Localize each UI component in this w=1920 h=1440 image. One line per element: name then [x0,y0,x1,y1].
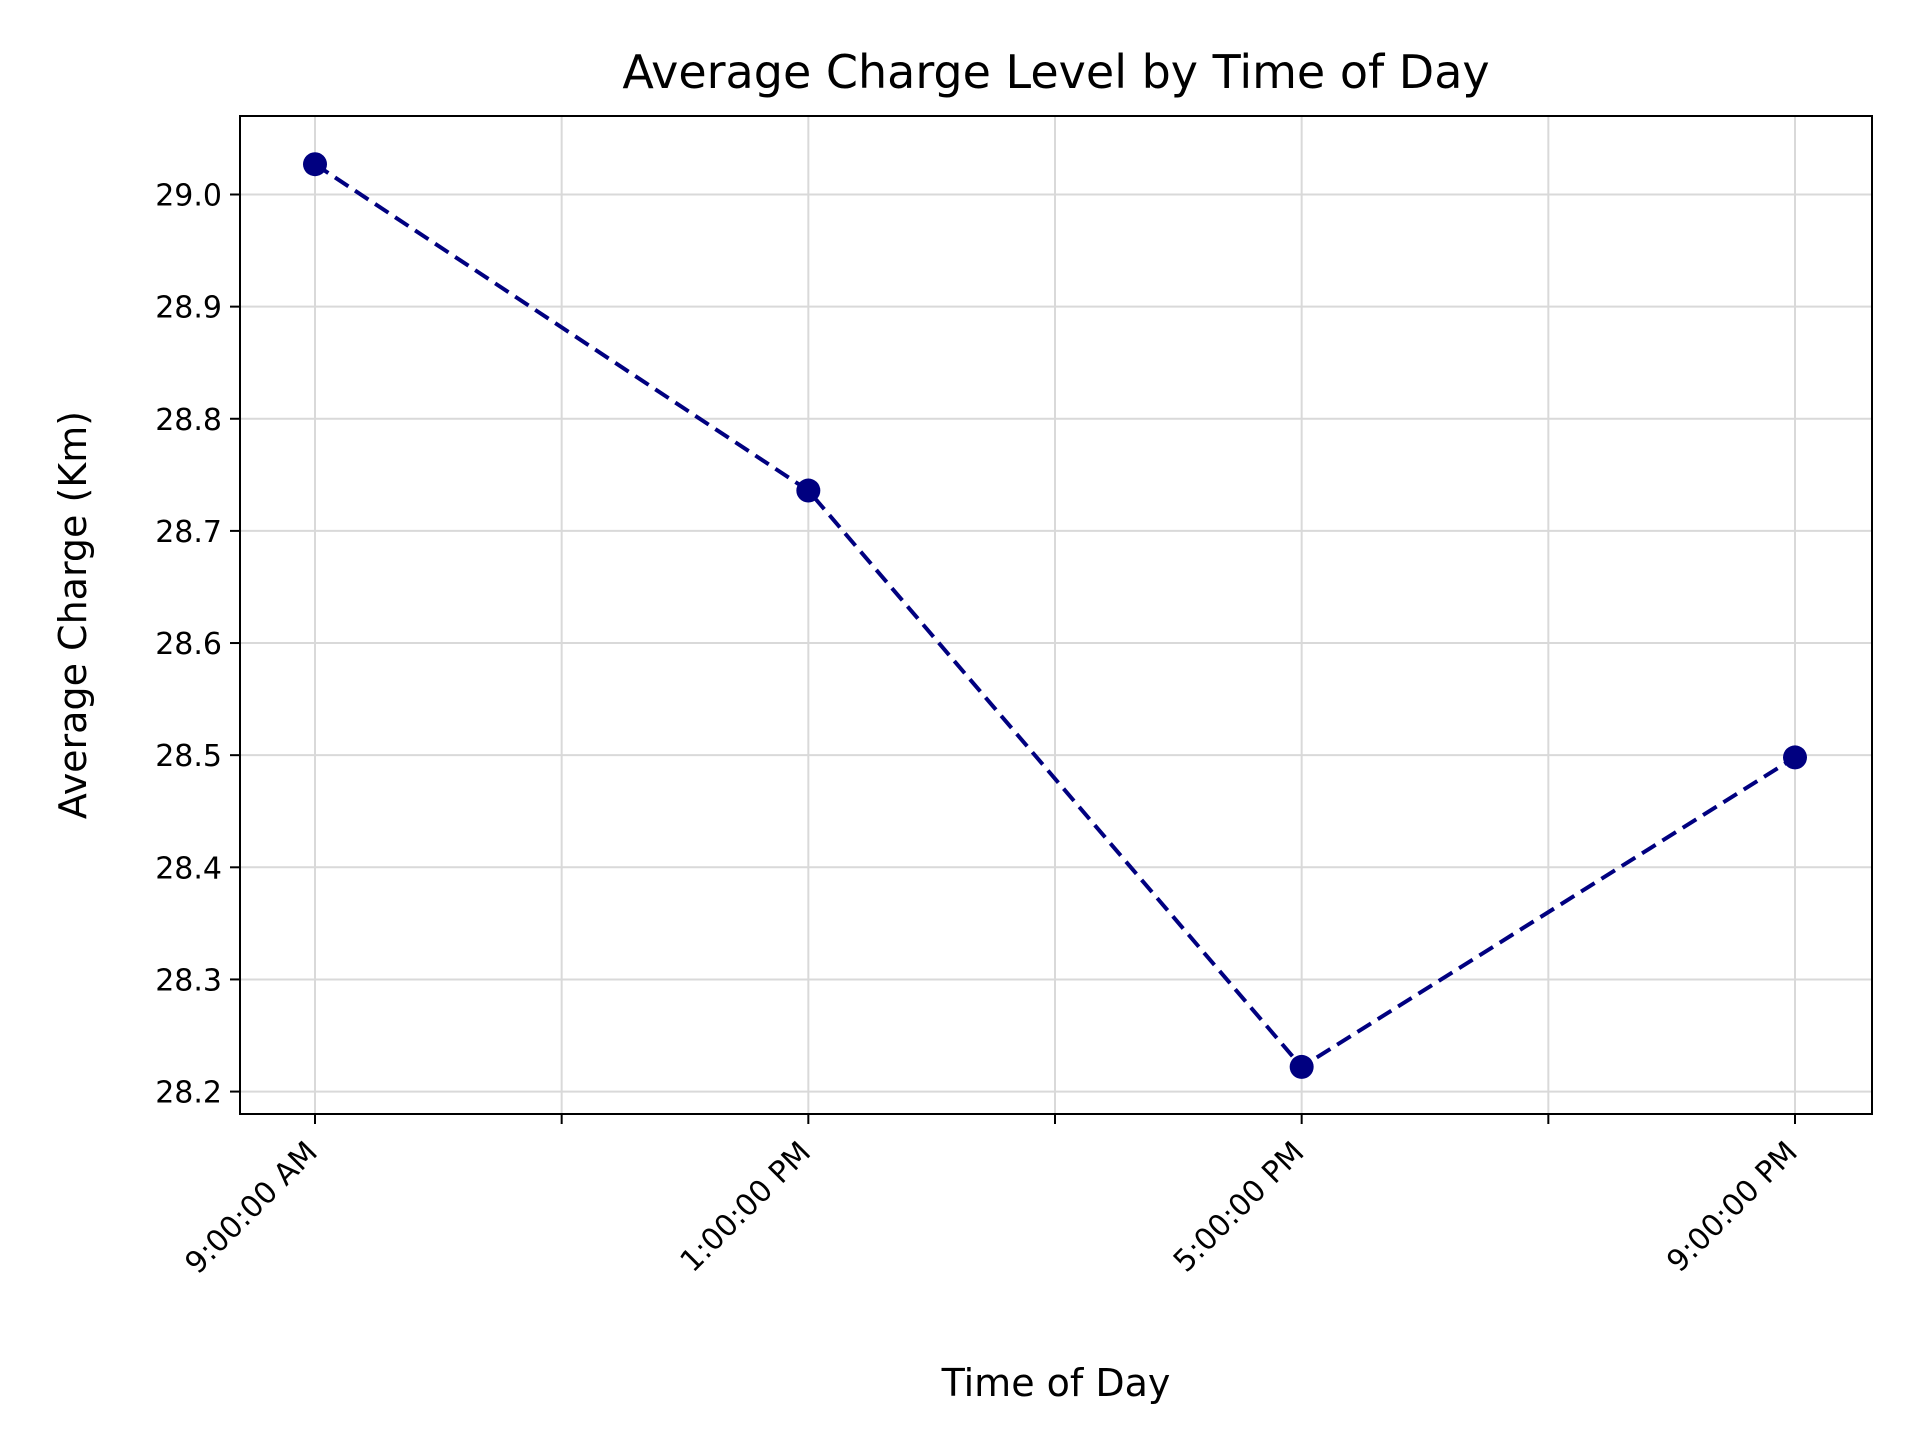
x-tick-label: 9:00:00 PM [1660,1135,1804,1279]
data-point [1783,745,1807,770]
x-axis: 9:00:00 AM 1:00:00 PM 5:00:00 PM 9:00:00 PM [179,1114,1805,1281]
data-point [303,152,327,177]
x-axis-title: Time of Day [941,1361,1171,1405]
x-tick-label: 5:00:00 PM [1167,1135,1311,1279]
data-point [796,478,821,503]
x-tick-label: 1:00:00 PM [674,1135,818,1279]
y-tick-label: 28.6 [155,627,222,662]
series-layer [303,152,1807,1079]
chart-title: Average Charge Level by Time of Day [622,45,1489,99]
y-tick-label: 28.8 [155,403,222,438]
y-tick-label: 28.3 [155,963,222,998]
y-tick-label: 28.2 [155,1076,222,1111]
x-tick-label: 9:00:00 AM [179,1135,325,1281]
y-tick-label: 28.4 [155,851,222,886]
y-tick-label: 29.0 [155,178,222,213]
y-axis: 28.2 28.3 28.4 28.5 28.6 28.7 28.8 28.9 29.0 [155,178,240,1111]
y-tick-label: 28.9 [155,291,222,326]
grid [240,116,1872,1114]
y-tick-label: 28.5 [155,739,222,774]
series-line [313,162,1797,1069]
y-tick-label: 28.7 [155,515,222,550]
data-point [1289,1054,1314,1079]
y-axis-title: Average Charge (Km) [51,411,95,819]
